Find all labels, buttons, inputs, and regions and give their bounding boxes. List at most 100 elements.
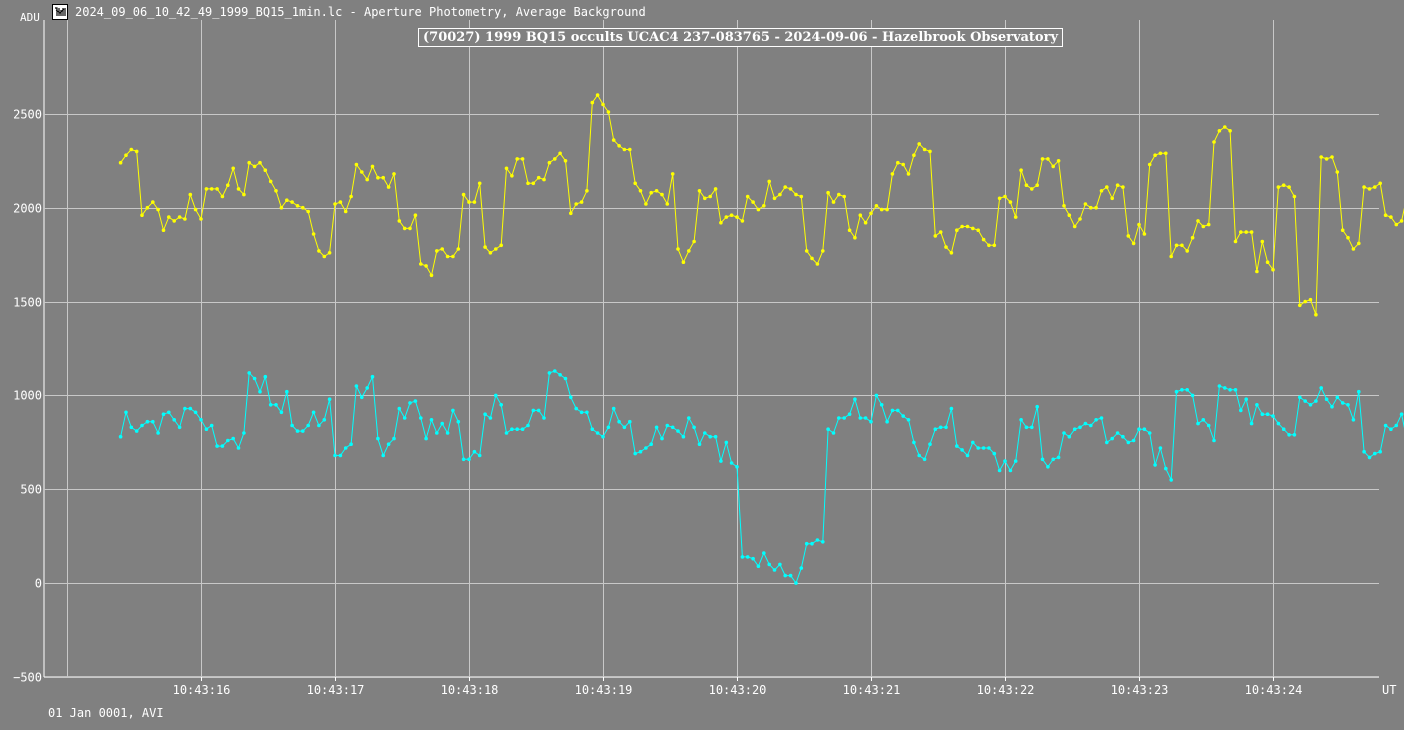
data-point [499,403,504,407]
data-point [252,164,257,169]
data-point [322,418,327,422]
data-point [1013,459,1018,463]
data-point [134,149,139,154]
data-point [338,200,343,204]
data-point [515,157,519,161]
light-curve-app-icon[interactable] [52,4,68,20]
data-point [933,427,938,432]
data-point [955,228,959,232]
y-tick-label: 2000 [13,202,42,216]
data-point [1105,440,1109,445]
data-point [553,157,557,161]
data-point [949,251,954,255]
data-point [1319,155,1323,159]
data-point [274,189,278,193]
data-point [1217,384,1222,388]
data-point [676,247,680,251]
data-point [692,239,696,244]
data-point [151,200,155,204]
data-point [242,192,246,197]
data-point [617,144,621,148]
data-point [440,247,445,251]
data-point [520,157,525,161]
data-point [124,410,128,415]
data-point [1185,249,1189,253]
data-point [772,196,777,201]
data-point [1346,403,1350,407]
data-point [402,226,407,231]
data-point [1271,267,1275,272]
data-point [1164,151,1168,156]
data-point [295,204,300,208]
data-point [1206,423,1211,428]
data-point [971,226,975,231]
data-point [735,465,739,469]
data-point [515,427,519,432]
data-point [1126,440,1131,445]
data-point [992,451,997,456]
data-point [1255,269,1259,274]
data-point [1330,155,1334,159]
data-point [118,160,123,165]
data-point [944,425,948,430]
data-point [1399,219,1404,223]
data-point [863,416,868,420]
data-point [156,207,160,212]
data-point [1035,183,1039,187]
data-point [1099,189,1104,193]
data-point [1158,446,1163,450]
data-point [1394,423,1399,428]
data-point [172,219,176,223]
data-point [778,562,782,567]
data-point [815,262,820,266]
data-point [1212,438,1216,443]
data-point [756,207,761,212]
data-point [697,442,702,447]
data-point [1244,230,1248,234]
data-point [354,162,359,167]
data-point [987,243,991,248]
data-point [1121,185,1125,189]
data-point [1056,455,1061,460]
data-point [118,434,123,439]
data-point [220,194,225,199]
data-point [1035,404,1039,409]
data-point [1308,297,1313,302]
data-point [842,416,846,420]
y-axis-label: ADU [20,11,40,24]
data-point [349,442,353,447]
data-point [997,468,1002,473]
data-point [660,192,664,197]
data-point [1292,194,1297,199]
data-point [306,209,311,214]
data-point [1147,431,1152,435]
data-point [810,541,814,546]
data-point [1389,427,1393,432]
data-point [944,245,948,249]
data-point [1319,386,1323,390]
data-point [456,247,461,251]
data-point [1324,157,1329,161]
data-point [649,442,653,447]
x-tick-label: 10:43:18 [441,683,499,697]
data-point [1169,254,1173,259]
x-tick-label: 10:43:20 [709,683,767,697]
data-point [472,449,477,454]
data-point [692,425,696,430]
data-point [1201,418,1206,422]
data-point [703,431,707,435]
data-point [1260,239,1265,244]
x-tick-label: 10:43:24 [1245,683,1303,697]
data-point [1378,181,1382,186]
data-point [204,187,209,191]
data-point [488,416,493,420]
data-point [290,423,294,428]
data-point [1335,170,1340,174]
data-point [419,262,423,266]
data-point [713,187,718,191]
y-tick-label: 500 [20,483,42,497]
data-point [1056,159,1061,163]
data-point [285,198,289,202]
data-point [601,434,605,439]
data-point [1046,465,1050,469]
